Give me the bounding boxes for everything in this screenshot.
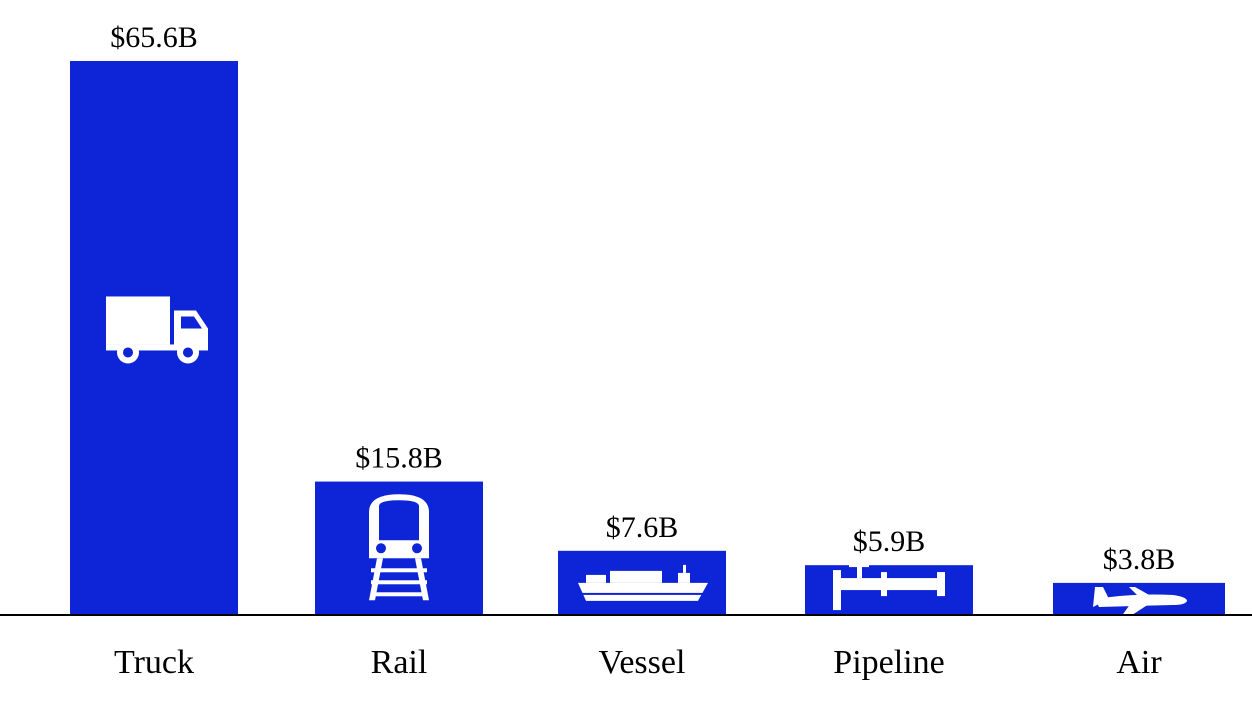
ship-icon [578, 564, 708, 601]
value-label: $7.6B [606, 511, 679, 544]
value-label: $5.9B [853, 525, 926, 558]
category-label: Rail [371, 644, 428, 681]
category-label: Pipeline [833, 644, 944, 681]
category-label: Truck [114, 644, 194, 681]
value-label: $65.6B [110, 21, 198, 54]
pipeline-icon [833, 562, 945, 611]
value-label: $3.8B [1103, 543, 1176, 576]
train-icon [369, 494, 429, 601]
truck-icon [106, 296, 208, 364]
airplane-icon [1093, 586, 1187, 617]
category-label: Vessel [599, 644, 686, 681]
category-label: Air [1116, 644, 1162, 681]
value-label: $15.8B [355, 442, 443, 475]
